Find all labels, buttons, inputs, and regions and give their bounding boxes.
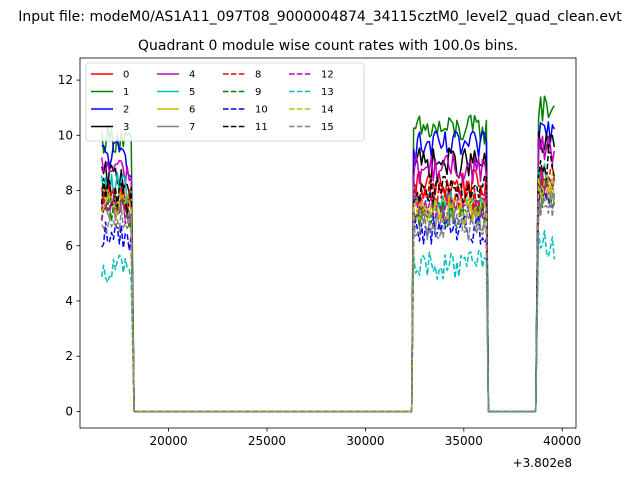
legend-label-14: 14 xyxy=(321,105,334,116)
legend-label-13: 13 xyxy=(321,87,334,98)
legend-label-5: 5 xyxy=(189,87,195,98)
series-layer xyxy=(100,95,556,413)
figure-suptitle: Input file: modeM0/AS1A11_097T08_9000004… xyxy=(18,9,622,25)
legend-label-1: 1 xyxy=(123,87,129,98)
y-tick-label: 0 xyxy=(65,404,73,418)
series-line-15 xyxy=(101,192,556,413)
legend-label-15: 15 xyxy=(321,122,334,133)
plot-frame xyxy=(79,57,577,429)
legend-box xyxy=(85,62,365,142)
legend-label-6: 6 xyxy=(189,105,195,116)
legend-label-7: 7 xyxy=(189,122,195,133)
chart-title: Quadrant 0 module wise count rates with … xyxy=(138,38,518,54)
legend-label-8: 8 xyxy=(255,70,261,81)
x-tick-label: 25000 xyxy=(248,434,286,448)
x-tick-label: 30000 xyxy=(346,434,384,448)
series-line-12 xyxy=(100,172,556,413)
legend-label-12: 12 xyxy=(321,70,334,81)
x-tick-label: 20000 xyxy=(149,434,187,448)
x-tick-label: 35000 xyxy=(445,434,483,448)
legend-label-2: 2 xyxy=(123,105,129,116)
y-tick-label: 6 xyxy=(65,239,73,253)
x-tick-label: 40000 xyxy=(543,434,581,448)
legend-label-11: 11 xyxy=(255,122,268,133)
x-offset-label: +3.802e8 xyxy=(513,456,572,470)
legend-label-4: 4 xyxy=(189,70,195,81)
legend-label-0: 0 xyxy=(123,70,129,81)
legend-label-3: 3 xyxy=(123,122,129,133)
y-tick-label: 4 xyxy=(65,294,73,308)
legend-label-9: 9 xyxy=(255,87,261,98)
y-tick-label: 2 xyxy=(65,349,73,363)
legend-label-10: 10 xyxy=(255,105,268,116)
y-tick-label: 12 xyxy=(58,73,73,87)
series-line-8 xyxy=(100,163,556,413)
y-tick-label: 8 xyxy=(65,184,73,198)
y-tick-label: 10 xyxy=(58,128,73,142)
